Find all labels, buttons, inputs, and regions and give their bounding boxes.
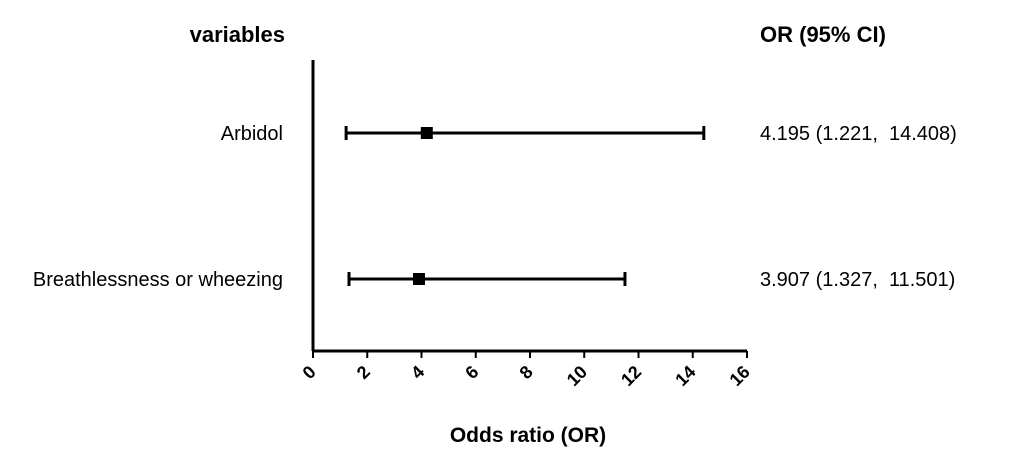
- forest-rows: Arbidol 4.195 (1.221, 14.408) Breathlessne…: [33, 123, 957, 291]
- or-ci-text: 4.195 (1.221, 14.408): [760, 123, 957, 145]
- x-tick-label: 2: [353, 362, 374, 383]
- right-header: OR (95% CI): [760, 22, 886, 47]
- x-tick-label: 16: [726, 362, 754, 390]
- x-tick-label: 4: [407, 362, 428, 383]
- or-point: [412, 273, 425, 285]
- forest-row: Breathlessness or wheezing 3.907 (1.327, …: [33, 269, 955, 291]
- x-ticks: 0 2 4 6 8 10 12 14 16: [299, 351, 754, 390]
- row-label: Breathlessness or wheezing: [33, 269, 283, 291]
- x-tick-label: 10: [563, 362, 591, 390]
- x-axis-label: Odds ratio (OR): [450, 424, 606, 447]
- left-header: variables: [190, 22, 285, 47]
- x-tick-label: 8: [516, 362, 537, 383]
- forest-row: Arbidol 4.195 (1.221, 14.408): [221, 123, 957, 145]
- x-tick-label: 14: [671, 362, 699, 390]
- x-tick-label: 6: [461, 362, 482, 383]
- row-label: Arbidol: [221, 123, 283, 145]
- x-tick-label: 12: [617, 362, 645, 390]
- or-point: [420, 127, 433, 139]
- x-tick-label: 0: [299, 362, 320, 383]
- or-ci-text: 3.907 (1.327, 11.501): [760, 269, 955, 291]
